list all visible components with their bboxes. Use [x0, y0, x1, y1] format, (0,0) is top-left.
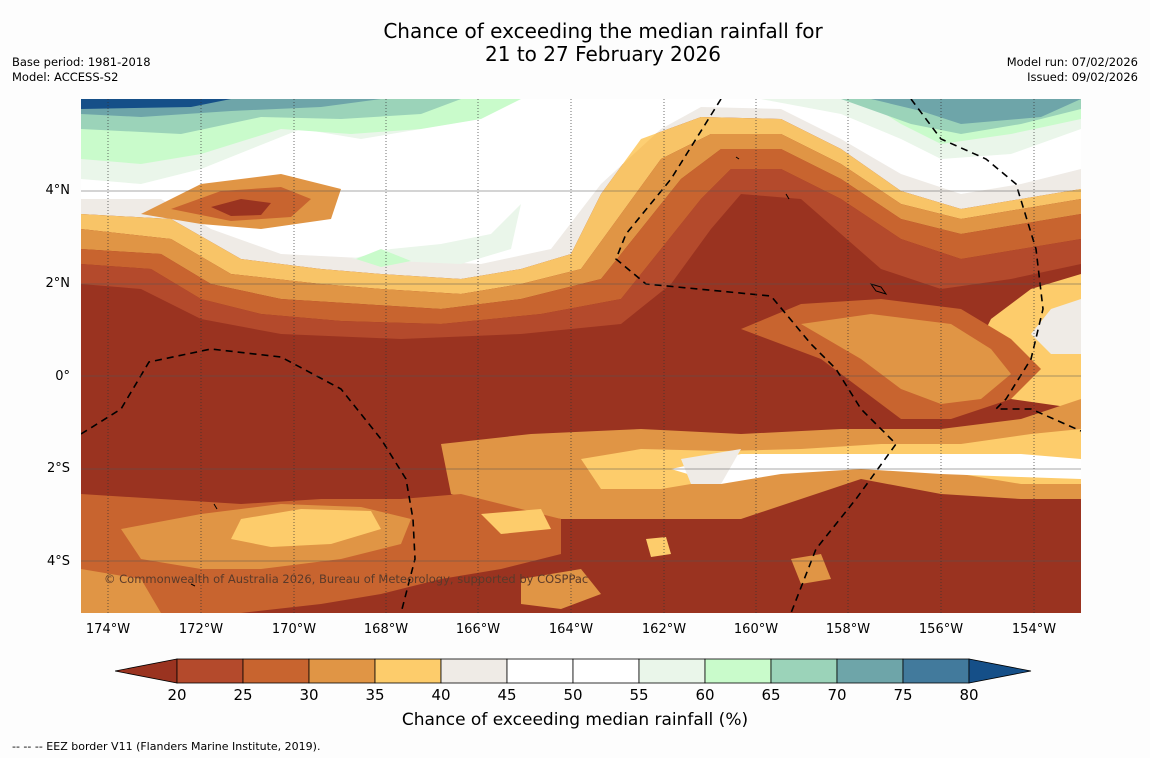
lon-label-160w: 160°W [733, 622, 779, 637]
lat-label-2s: 2°S [46, 461, 70, 476]
colorbar-segment [770, 658, 838, 684]
colorbar-tick-label: 70 [827, 686, 847, 704]
lat-label-4n: 4°N [45, 183, 71, 198]
lon-label-168w: 168°W [363, 622, 409, 637]
eez-legend-note: -- -- -- EEZ border V11 (Flanders Marine… [12, 740, 321, 753]
colorbar-segment [638, 658, 706, 684]
nw-blob-20 [211, 199, 271, 216]
north-20-25-band [81, 169, 1081, 339]
lon-label-154w: 154°W [1011, 622, 1057, 637]
south-pale-zone [681, 449, 741, 484]
south-center-35-blob [481, 509, 551, 534]
colorbar-tick-label: 45 [497, 686, 517, 704]
southwest-35-blob [231, 509, 381, 547]
colorbar-tick-label: 25 [233, 686, 253, 704]
north-75-zone [81, 99, 1081, 124]
north-30-band [81, 134, 1081, 309]
lon-label-172w: 172°W [178, 622, 224, 637]
colorbar-tick-label: 65 [761, 686, 781, 704]
north-80-zone [81, 99, 231, 109]
meta-right: Model run: 07/02/2026 Issued: 09/02/2026 [1007, 55, 1138, 85]
colorbar-tick-label: 35 [365, 686, 385, 704]
colorbar-tick-label: 75 [893, 686, 913, 704]
island-markers [190, 156, 888, 587]
copyright-notice: © Commonwealth of Australia 2026, Bureau… [104, 572, 589, 586]
colorbar-tick-label: 80 [959, 686, 979, 704]
south-bottom-30 [81, 554, 831, 613]
colorbar-tick-label: 55 [629, 686, 649, 704]
colorbar-title: Chance of exceeding median rainfall (%) [401, 710, 749, 730]
colorbar [115, 658, 1032, 684]
colorbar-segment [440, 658, 508, 684]
colorbar-segment [242, 658, 310, 684]
rainfall-map [81, 99, 1081, 613]
north-35-band [81, 117, 1081, 294]
mid-east-30-zone [801, 314, 1011, 404]
lat-label-4s: 4°S [46, 554, 70, 569]
lon-label-174w: 174°W [85, 622, 131, 637]
lat-label-0: 0° [55, 369, 70, 384]
base-period: Base period: 1981-2018 [12, 55, 151, 69]
title-line-1: Chance of exceeding the median rainfall … [383, 19, 823, 43]
colorbar-extend-low [115, 658, 178, 684]
lat-label-2n: 2°N [45, 276, 71, 291]
issued-date: Issued: 09/02/2026 [1027, 70, 1138, 84]
south-small-35-blob [646, 537, 671, 557]
colorbar-tick-label: 40 [431, 686, 451, 704]
lon-label-170w: 170°W [271, 622, 317, 637]
meta-left: Base period: 1981-2018 Model: ACCESS-S2 [12, 55, 151, 85]
north-white-zone [81, 99, 1081, 264]
colorbar-segment [506, 658, 574, 684]
north-25-band [81, 149, 1081, 324]
colorbar-tick-label: 60 [695, 686, 715, 704]
colorbar-segment [902, 658, 970, 684]
colorbar-segment [308, 658, 376, 684]
colorbar-tick-label: 30 [299, 686, 319, 704]
east-white-zone [1031, 299, 1081, 354]
colorbar-extend-high [968, 658, 1032, 684]
colorbar-segment [176, 658, 244, 684]
north-70-zone [81, 99, 1081, 134]
lon-label-156w: 156°W [918, 622, 964, 637]
title-line-2: 21 to 27 February 2026 [485, 42, 721, 66]
colorbar-segment [704, 658, 772, 684]
colorbar-segment [836, 658, 904, 684]
lon-label-158w: 158°W [825, 622, 871, 637]
colorbar-tick-label: 50 [563, 686, 583, 704]
colorbar-tick-label: 20 [167, 686, 187, 704]
lon-label-166w: 166°W [455, 622, 501, 637]
colorbar-segment [572, 658, 640, 684]
colorbar-segment [374, 658, 442, 684]
graticule [81, 190, 1081, 562]
lon-label-162w: 162°W [641, 622, 687, 637]
chart-title: Chance of exceeding the median rainfall … [0, 20, 1150, 66]
lon-label-164w: 164°W [548, 622, 594, 637]
model-run: Model run: 07/02/2026 [1006, 55, 1138, 69]
model-name: Model: ACCESS-S2 [12, 70, 119, 84]
eez-border-lines [81, 99, 1081, 613]
